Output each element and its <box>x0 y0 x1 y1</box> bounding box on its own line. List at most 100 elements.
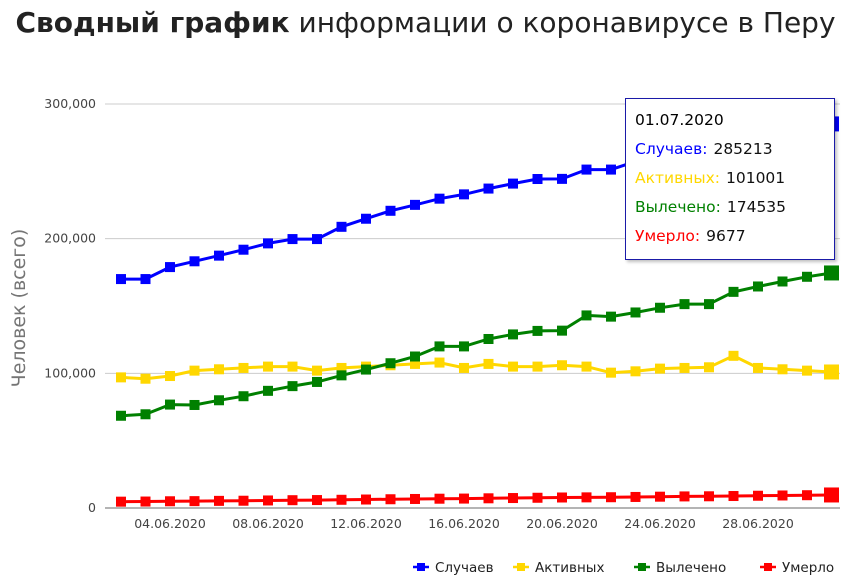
data-point-cases[interactable] <box>361 213 371 224</box>
data-point-active[interactable] <box>753 362 763 373</box>
data-point-deaths[interactable] <box>214 495 224 506</box>
data-point-deaths[interactable] <box>532 492 543 503</box>
data-point-recovered[interactable] <box>287 381 298 392</box>
data-point-recovered[interactable] <box>483 333 494 344</box>
data-point-cases[interactable] <box>214 250 224 261</box>
data-point-active[interactable] <box>410 358 420 369</box>
data-point-active[interactable] <box>824 364 839 380</box>
data-point-active[interactable] <box>287 361 298 372</box>
data-point-deaths[interactable] <box>655 491 665 502</box>
data-point-cases[interactable] <box>459 189 469 200</box>
data-point-deaths[interactable] <box>459 493 469 504</box>
data-point-recovered[interactable] <box>238 391 249 402</box>
data-point-deaths[interactable] <box>824 487 839 503</box>
data-point-active[interactable] <box>263 361 273 372</box>
data-point-recovered[interactable] <box>165 399 175 410</box>
data-point-recovered[interactable] <box>361 364 371 375</box>
data-point-active[interactable] <box>238 362 249 373</box>
data-point-deaths[interactable] <box>116 496 126 507</box>
data-point-cases[interactable] <box>434 193 445 204</box>
data-point-active[interactable] <box>336 362 347 373</box>
data-point-deaths[interactable] <box>165 496 175 507</box>
data-point-recovered[interactable] <box>434 341 445 352</box>
data-point-active[interactable] <box>140 373 151 384</box>
data-point-recovered[interactable] <box>263 385 273 396</box>
data-point-cases[interactable] <box>336 221 347 232</box>
data-point-recovered[interactable] <box>557 325 567 336</box>
data-point-cases[interactable] <box>581 164 592 175</box>
data-point-recovered[interactable] <box>410 351 420 362</box>
data-point-deaths[interactable] <box>728 491 739 502</box>
data-point-recovered[interactable] <box>336 370 347 381</box>
data-point-deaths[interactable] <box>336 494 347 505</box>
data-point-deaths[interactable] <box>312 495 322 506</box>
data-point-active[interactable] <box>312 365 322 376</box>
data-point-recovered[interactable] <box>679 299 690 310</box>
data-point-cases[interactable] <box>116 274 126 285</box>
data-point-deaths[interactable] <box>410 493 420 504</box>
data-point-active[interactable] <box>165 371 175 382</box>
data-point-deaths[interactable] <box>581 492 592 503</box>
data-point-cases[interactable] <box>287 234 298 245</box>
data-point-recovered[interactable] <box>802 271 812 282</box>
data-point-deaths[interactable] <box>679 491 690 502</box>
data-point-cases[interactable] <box>483 183 494 194</box>
data-point-cases[interactable] <box>385 205 396 216</box>
data-point-active[interactable] <box>802 365 812 376</box>
data-point-active[interactable] <box>483 358 494 369</box>
legend-item-recovered[interactable]: Вылечено <box>634 560 726 576</box>
data-point-deaths[interactable] <box>630 491 641 502</box>
data-point-recovered[interactable] <box>581 310 592 321</box>
data-point-recovered[interactable] <box>824 265 839 281</box>
data-point-active[interactable] <box>189 365 200 376</box>
data-point-active[interactable] <box>679 362 690 373</box>
data-point-cases[interactable] <box>557 173 567 184</box>
data-point-cases[interactable] <box>263 238 273 249</box>
data-point-cases[interactable] <box>165 262 175 273</box>
legend-item-deaths[interactable]: Умерло <box>760 560 834 576</box>
data-point-deaths[interactable] <box>753 490 763 501</box>
data-point-recovered[interactable] <box>606 311 616 322</box>
data-point-recovered[interactable] <box>312 376 322 387</box>
data-point-cases[interactable] <box>410 199 420 210</box>
data-point-active[interactable] <box>434 357 445 368</box>
data-point-deaths[interactable] <box>557 492 567 503</box>
data-point-recovered[interactable] <box>630 307 641 318</box>
data-point-active[interactable] <box>777 364 788 375</box>
data-point-recovered[interactable] <box>753 281 763 292</box>
data-point-deaths[interactable] <box>140 496 151 507</box>
data-point-active[interactable] <box>532 361 543 372</box>
data-point-active[interactable] <box>704 362 714 373</box>
data-point-deaths[interactable] <box>189 496 200 507</box>
data-point-deaths[interactable] <box>385 494 396 505</box>
data-point-recovered[interactable] <box>655 302 665 313</box>
data-point-active[interactable] <box>581 361 592 372</box>
data-point-active[interactable] <box>214 364 224 375</box>
data-point-cases[interactable] <box>508 178 518 189</box>
legend-item-active[interactable]: Активных <box>513 560 604 576</box>
data-point-active[interactable] <box>116 372 126 383</box>
data-point-active[interactable] <box>508 361 518 372</box>
data-point-recovered[interactable] <box>704 299 714 310</box>
data-point-cases[interactable] <box>312 234 322 245</box>
data-point-deaths[interactable] <box>238 495 249 506</box>
data-point-deaths[interactable] <box>483 493 494 504</box>
data-point-active[interactable] <box>630 366 641 377</box>
data-point-recovered[interactable] <box>459 341 469 352</box>
data-point-recovered[interactable] <box>214 395 224 406</box>
data-point-deaths[interactable] <box>777 490 788 501</box>
data-point-recovered[interactable] <box>189 399 200 410</box>
data-point-cases[interactable] <box>140 274 151 285</box>
data-point-recovered[interactable] <box>140 409 151 420</box>
data-point-cases[interactable] <box>189 256 200 267</box>
data-point-deaths[interactable] <box>508 493 518 504</box>
data-point-recovered[interactable] <box>116 410 126 421</box>
data-point-recovered[interactable] <box>508 329 518 340</box>
data-point-active[interactable] <box>606 367 616 378</box>
data-point-deaths[interactable] <box>287 495 298 506</box>
data-point-recovered[interactable] <box>728 286 739 297</box>
data-point-deaths[interactable] <box>606 492 616 503</box>
data-point-active[interactable] <box>557 360 567 371</box>
data-point-cases[interactable] <box>532 174 543 185</box>
data-point-active[interactable] <box>728 350 739 361</box>
